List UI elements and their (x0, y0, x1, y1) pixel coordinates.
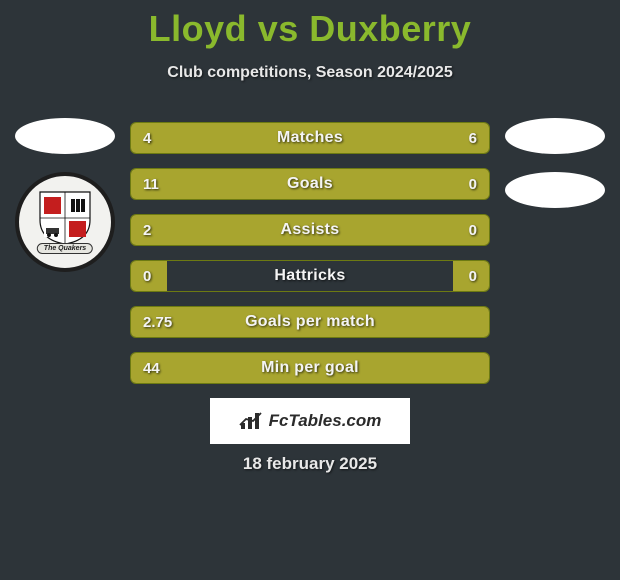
stat-row: Matches4 6 (130, 122, 490, 154)
crest-banner: The Quakers (37, 243, 93, 254)
right-player-column (500, 118, 610, 226)
stat-label: Matches (131, 123, 489, 153)
stat-right-value: 0 (469, 215, 477, 245)
branding-box: FcTables.com (210, 398, 410, 444)
player2-name: Duxberry (309, 8, 471, 49)
left-player-column: The Quakers (10, 118, 120, 272)
stat-left-value: 2 (143, 215, 151, 245)
stat-left-value: 2.75 (143, 307, 172, 337)
stat-row: Assists2 0 (130, 214, 490, 246)
stat-label: Hattricks (131, 261, 489, 291)
stat-right-value: 0 (469, 169, 477, 199)
vs-separator: vs (258, 8, 299, 49)
shield-icon (36, 190, 94, 246)
stat-left-value: 11 (143, 169, 159, 199)
stat-left-value: 4 (143, 123, 151, 153)
stat-row: Min per goal44 (130, 352, 490, 384)
player1-club-crest: The Quakers (15, 172, 115, 272)
stat-row: Hattricks0 0 (130, 260, 490, 292)
stat-label: Min per goal (131, 353, 489, 383)
branding-text: FcTables.com (269, 411, 382, 431)
subtitle: Club competitions, Season 2024/2025 (0, 64, 620, 82)
stat-label: Assists (131, 215, 489, 245)
player1-photo-placeholder (15, 118, 115, 154)
stat-row: Goals per match2.75 (130, 306, 490, 338)
stat-left-value: 0 (143, 261, 151, 291)
date-line: 18 february 2025 (0, 454, 620, 474)
player2-club-placeholder (505, 172, 605, 208)
chart-icon (239, 411, 263, 431)
page-title: Lloyd vs Duxberry (0, 0, 620, 50)
stats-bars: Matches46Goals110Assists20Hattricks00Goa… (130, 122, 490, 398)
stat-label: Goals (131, 169, 489, 199)
player2-photo-placeholder (505, 118, 605, 154)
stat-right-value: 0 (469, 261, 477, 291)
player1-name: Lloyd (149, 8, 248, 49)
stat-left-value: 44 (143, 353, 160, 383)
stat-label: Goals per match (131, 307, 489, 337)
stat-row: Goals11 0 (130, 168, 490, 200)
stat-right-value: 6 (469, 123, 477, 153)
